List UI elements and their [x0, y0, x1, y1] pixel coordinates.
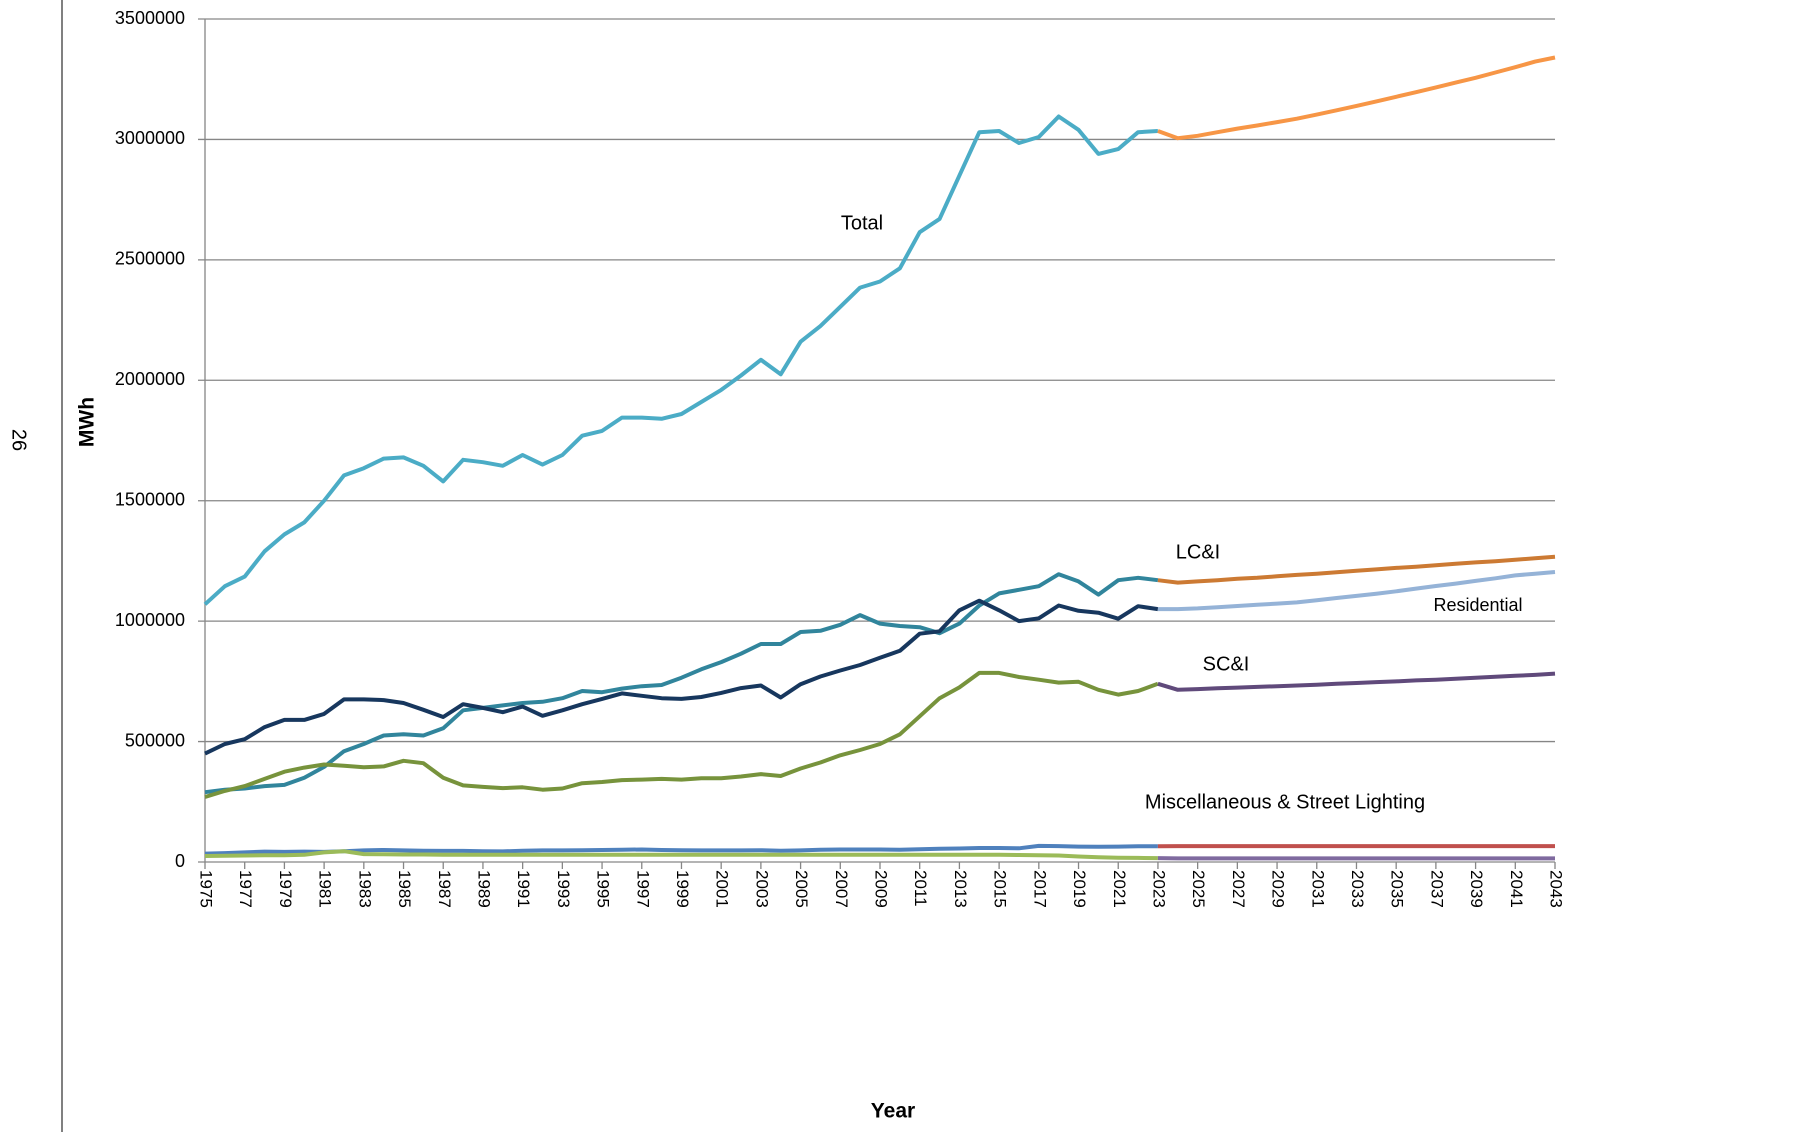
- y-tick-label: 3500000: [115, 8, 185, 28]
- x-tick-label: 2023: [1149, 870, 1168, 908]
- x-tick-label: 2033: [1348, 870, 1367, 908]
- series-label: Miscellaneous & Street Lighting: [1145, 791, 1425, 813]
- x-tick-label: 2015: [991, 870, 1010, 908]
- x-tick-label: 2007: [832, 870, 851, 908]
- x-tick-label: 2011: [911, 870, 930, 907]
- series-line: [1158, 58, 1555, 139]
- x-tick-label: 2039: [1467, 870, 1486, 908]
- x-tick-label: 2009: [872, 870, 891, 908]
- x-tick-label: 2005: [792, 870, 811, 908]
- x-axis-label: Year: [871, 1100, 915, 1123]
- series-line: [1158, 674, 1555, 690]
- y-tick-label: 2500000: [115, 249, 185, 269]
- series-line: [205, 117, 1158, 605]
- x-tick-label: 2003: [752, 870, 771, 908]
- x-tick-label: 1979: [276, 870, 295, 908]
- x-tick-label: 1993: [554, 870, 573, 908]
- x-tick-label: 1981: [316, 870, 335, 908]
- series-line: [205, 574, 1158, 792]
- y-tick-label: 0: [175, 851, 185, 871]
- x-tick-label: 2041: [1507, 870, 1526, 908]
- x-tick-label: 2027: [1229, 870, 1248, 908]
- x-tick-label: 2013: [951, 870, 970, 908]
- x-tick-label: 1989: [474, 870, 493, 908]
- series-label: SC&I: [1203, 653, 1250, 675]
- x-tick-label: 2001: [713, 870, 732, 908]
- x-tick-label: 1975: [197, 870, 216, 908]
- x-tick-label: 1983: [355, 870, 374, 908]
- y-axis-label: MWh: [76, 397, 99, 447]
- x-tick-label: 2017: [1030, 870, 1049, 908]
- series-label: Total: [841, 212, 883, 234]
- x-tick-label: 1999: [673, 870, 692, 908]
- y-tick-label: 500000: [125, 730, 185, 750]
- x-tick-label: 1987: [435, 870, 454, 908]
- series-line: [205, 673, 1158, 797]
- y-tick-label: 1500000: [115, 489, 185, 509]
- x-tick-label: 2035: [1388, 870, 1407, 908]
- series-line: [205, 851, 1158, 858]
- x-tick-label: 1997: [633, 870, 652, 908]
- y-tick-label: 1000000: [115, 610, 185, 630]
- page-number: 26: [8, 429, 30, 451]
- y-tick-label: 2000000: [115, 369, 185, 389]
- y-tick-label: 3000000: [115, 128, 185, 148]
- x-tick-label: 2031: [1308, 870, 1327, 908]
- x-tick-label: 2019: [1070, 870, 1089, 908]
- x-tick-label: 1977: [236, 870, 255, 908]
- series-label: LC&I: [1176, 541, 1220, 563]
- x-tick-label: 2025: [1189, 870, 1208, 908]
- x-tick-label: 2043: [1547, 870, 1566, 908]
- x-tick-label: 2021: [1110, 870, 1129, 908]
- x-tick-label: 2037: [1427, 870, 1446, 908]
- x-tick-label: 2029: [1269, 870, 1288, 908]
- x-tick-label: 1995: [594, 870, 613, 908]
- series-label: Residential: [1433, 595, 1522, 615]
- x-tick-label: 1985: [395, 870, 414, 908]
- x-tick-label: 1991: [514, 870, 533, 908]
